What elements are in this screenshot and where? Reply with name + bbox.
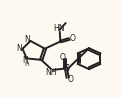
Text: HN: HN [53, 24, 64, 33]
Text: O: O [59, 53, 65, 62]
Text: N: N [22, 56, 28, 65]
Text: N: N [16, 44, 22, 53]
Text: N: N [24, 35, 30, 44]
Text: O: O [67, 75, 73, 84]
Text: S: S [63, 64, 69, 73]
Text: H: H [24, 61, 29, 67]
Text: O: O [69, 34, 75, 43]
Text: NH: NH [45, 68, 57, 77]
